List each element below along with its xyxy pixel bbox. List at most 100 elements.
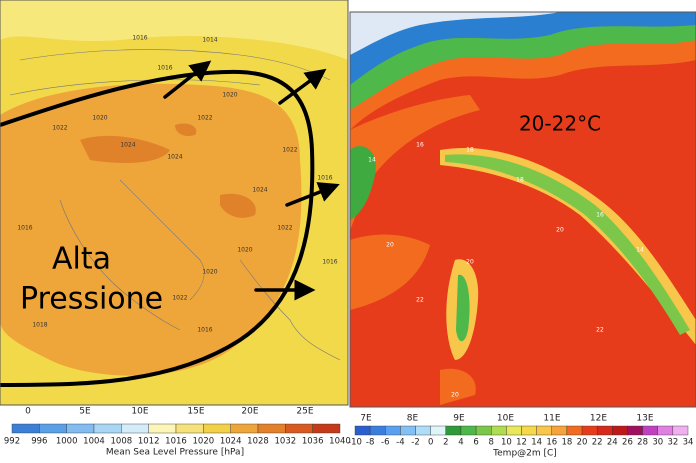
- isobar-label: 1020: [202, 269, 217, 276]
- longitude-label: 7E: [360, 414, 372, 424]
- colorbar-label: 1008: [111, 437, 133, 447]
- temperature-label: 16: [416, 142, 424, 149]
- longitude-label: 20E: [241, 407, 258, 417]
- colorbar-label: 1016: [165, 437, 187, 447]
- temperature-label: 18: [466, 147, 474, 154]
- colorbar-label: -4: [396, 438, 404, 448]
- colorbar-swatch: [230, 423, 259, 434]
- colorbar-swatch: [11, 423, 40, 434]
- isobar-label: 1020: [222, 92, 237, 99]
- colorbar-label: 4: [458, 438, 463, 448]
- colorbar-swatch: [430, 425, 447, 436]
- colorbar-label: 1012: [138, 437, 160, 447]
- colorbar-label: 1024: [220, 437, 242, 447]
- isobar-label: 1022: [277, 225, 292, 232]
- colorbar-label: 20: [577, 438, 588, 448]
- colorbar-swatch: [657, 425, 674, 436]
- colorbar-label: 28: [637, 438, 648, 448]
- longitude-label: 5E: [79, 407, 91, 417]
- colorbar-swatch: [203, 423, 231, 434]
- colorbar-swatch: [672, 425, 689, 436]
- annotation: 20-22°C: [519, 112, 601, 136]
- colorbar-label: 6: [473, 438, 478, 448]
- colorbar-title: Temp@2m [C]: [492, 449, 557, 459]
- isobar-label: 1020: [92, 115, 107, 122]
- isobar-label: 1016: [132, 35, 147, 42]
- isobar-label: 1016: [157, 65, 172, 72]
- colorbar-label: 2: [443, 438, 448, 448]
- colorbar-swatch: [521, 425, 537, 436]
- temperature-label: 16: [596, 212, 604, 219]
- colorbar-label: 10: [501, 438, 512, 448]
- temperature-label: 22: [416, 297, 424, 304]
- longitude-label: 13E: [636, 414, 653, 424]
- colorbar-label: 0: [428, 438, 433, 448]
- isobar-label: 1018: [32, 322, 47, 329]
- colorbar-swatch: [66, 423, 95, 434]
- colorbar-swatch: [642, 425, 658, 436]
- colorbar-label: 32: [667, 438, 678, 448]
- colorbar-swatch: [506, 425, 522, 436]
- longitude-label: 10E: [497, 414, 514, 424]
- isobar-label: 1024: [252, 187, 267, 194]
- isobar-label: 1022: [172, 295, 187, 302]
- colorbar-swatch: [175, 423, 204, 434]
- annotation: Alta: [52, 242, 111, 277]
- longitude-label: 10E: [131, 407, 148, 417]
- colorbar-label: 26: [622, 438, 633, 448]
- isobar-label: 1016: [322, 259, 337, 266]
- colorbar-label: 30: [652, 438, 663, 448]
- colorbar-swatch: [596, 425, 613, 436]
- pressure-map: 1016 1014 1016 1020 1022 1020 1022 1024 1024 1024…: [0, 0, 348, 405]
- temperature-label: 20: [466, 259, 474, 266]
- colorbar-label: 8: [489, 438, 494, 448]
- temperature-label: 20: [556, 227, 564, 234]
- colorbar-label: -8: [366, 438, 374, 448]
- colorbar-label: 22: [592, 438, 603, 448]
- colorbar-swatch: [39, 423, 67, 434]
- colorbar-label: 16: [546, 438, 557, 448]
- colorbar-swatch: [400, 425, 416, 436]
- colorbar-swatch: [369, 425, 386, 436]
- temperature-label: 18: [516, 177, 524, 184]
- colorbar-swatch: [445, 425, 462, 436]
- temperature-label: 20: [451, 392, 459, 399]
- colorbar-label: -2: [411, 438, 419, 448]
- temperature-label: 20: [386, 242, 394, 249]
- colorbar-label: 1032: [275, 437, 297, 447]
- isobar-label: 1014: [202, 37, 217, 44]
- colorbar-swatch: [581, 425, 598, 436]
- isobar-label: 1022: [282, 147, 297, 154]
- colorbar-swatch: [551, 425, 568, 436]
- colorbar-swatch: [460, 425, 477, 436]
- colorbar-label: 1036: [302, 437, 324, 447]
- colorbar-swatch: [312, 423, 341, 434]
- colorbar-swatch: [415, 425, 431, 436]
- colorbar-label: 1028: [247, 437, 269, 447]
- isobar-label: 1024: [167, 154, 182, 161]
- isobar-label: 1024: [120, 142, 135, 149]
- colorbar-swatch: [285, 423, 313, 434]
- colorbar-title: Mean Sea Level Pressure [hPa]: [106, 448, 244, 458]
- colorbar-swatch: [475, 425, 492, 436]
- isobar-label: 1016: [317, 175, 332, 182]
- longitude-label: 11E: [543, 414, 560, 424]
- annotation: Pressione: [20, 282, 163, 317]
- longitude-label: 0: [25, 407, 31, 417]
- colorbar-label: 14: [531, 438, 542, 448]
- isobar-label: 1022: [197, 115, 212, 122]
- colorbar-swatch: [491, 425, 507, 436]
- colorbar-swatch: [121, 423, 149, 434]
- longitude-label: 25E: [296, 407, 313, 417]
- temperature-map: 14 16 18 20 22 18 20 16 14 20 22 20 20-22°C: [350, 12, 696, 407]
- isobar-label: 1020: [237, 247, 252, 254]
- colorbar-label: 1000: [56, 437, 78, 447]
- colorbar-label: 24: [607, 438, 618, 448]
- colorbar-label: 996: [31, 437, 47, 447]
- isobar-label: 1016: [197, 327, 212, 334]
- colorbar-swatch: [93, 423, 122, 434]
- colorbar-label: 1004: [83, 437, 105, 447]
- colorbar-label: 992: [4, 437, 20, 447]
- isobar-label: 1016: [17, 225, 32, 232]
